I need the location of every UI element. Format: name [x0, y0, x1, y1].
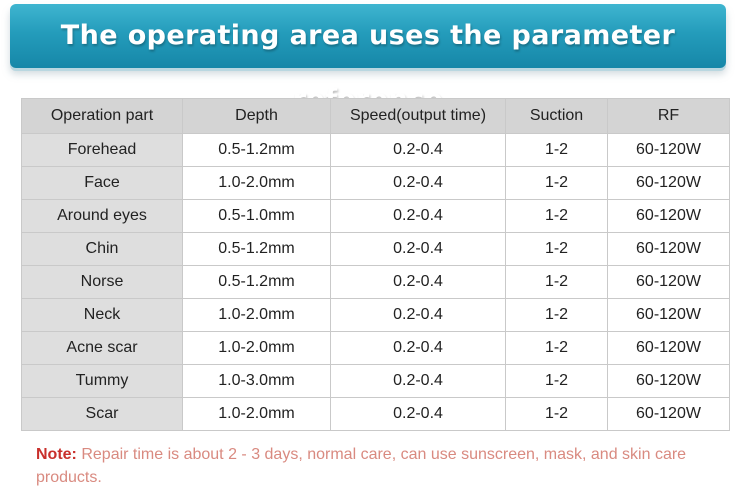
cell-operation-part: Forehead [21, 133, 183, 167]
header-row: Operation part Depth Speed(output time) … [21, 98, 730, 134]
cell-operation-part: Chin [21, 232, 183, 266]
table-row: Around eyes 0.5-1.0mm 0.2-0.4 1-2 60-120… [21, 199, 730, 233]
cell-rf: 60-120W [607, 166, 730, 200]
cell-depth: 1.0-2.0mm [182, 331, 331, 365]
cell-depth: 0.5-1.0mm [182, 199, 331, 233]
cell-rf: 60-120W [607, 265, 730, 299]
title-banner: The operating area uses the parameter re… [10, 4, 726, 115]
table-row: Acne scar 1.0-2.0mm 0.2-0.4 1-2 60-120W [21, 331, 730, 365]
cell-suction: 1-2 [505, 364, 608, 398]
table-row: Norse 0.5-1.2mm 0.2-0.4 1-2 60-120W [21, 265, 730, 299]
header-suction: Suction [505, 98, 608, 134]
cell-depth: 1.0-2.0mm [182, 397, 331, 431]
table-row: Tummy 1.0-3.0mm 0.2-0.4 1-2 60-120W [21, 364, 730, 398]
cell-speed: 0.2-0.4 [330, 364, 506, 398]
cell-speed: 0.2-0.4 [330, 199, 506, 233]
cell-suction: 1-2 [505, 199, 608, 233]
cell-depth: 0.5-1.2mm [182, 133, 331, 167]
table-body: Forehead 0.5-1.2mm 0.2-0.4 1-2 60-120W F… [21, 133, 730, 431]
cell-speed: 0.2-0.4 [330, 166, 506, 200]
cell-suction: 1-2 [505, 232, 608, 266]
table-header: Operation part Depth Speed(output time) … [21, 98, 730, 134]
parameter-table-container: Operation part Depth Speed(output time) … [21, 98, 730, 431]
table-row: Face 1.0-2.0mm 0.2-0.4 1-2 60-120W [21, 166, 730, 200]
cell-suction: 1-2 [505, 166, 608, 200]
cell-operation-part: Tummy [21, 364, 183, 398]
cell-speed: 0.2-0.4 [330, 397, 506, 431]
cell-speed: 0.2-0.4 [330, 331, 506, 365]
banner-title: The operating area uses the parameter re… [60, 20, 676, 115]
cell-operation-part: Norse [21, 265, 183, 299]
header-speed: Speed(output time) [330, 98, 506, 134]
table-row: Neck 1.0-2.0mm 0.2-0.4 1-2 60-120W [21, 298, 730, 332]
note-label: Note: [36, 446, 77, 463]
cell-rf: 60-120W [607, 397, 730, 431]
note-text: Repair time is about 2 - 3 days, normal … [36, 446, 687, 486]
cell-suction: 1-2 [505, 298, 608, 332]
cell-rf: 60-120W [607, 331, 730, 365]
cell-rf: 60-120W [607, 199, 730, 233]
cell-operation-part: Scar [21, 397, 183, 431]
cell-speed: 0.2-0.4 [330, 298, 506, 332]
parameter-table: Operation part Depth Speed(output time) … [21, 98, 730, 431]
header-operation-part: Operation part [21, 98, 183, 134]
cell-operation-part: Face [21, 166, 183, 200]
table-row: Scar 1.0-2.0mm 0.2-0.4 1-2 60-120W [21, 397, 730, 431]
note-paragraph: Note: Repair time is about 2 - 3 days, n… [36, 443, 726, 489]
cell-suction: 1-2 [505, 133, 608, 167]
table-row: Forehead 0.5-1.2mm 0.2-0.4 1-2 60-120W [21, 133, 730, 167]
cell-speed: 0.2-0.4 [330, 133, 506, 167]
cell-depth: 0.5-1.2mm [182, 265, 331, 299]
cell-operation-part: Acne scar [21, 331, 183, 365]
cell-speed: 0.2-0.4 [330, 265, 506, 299]
cell-operation-part: Around eyes [21, 199, 183, 233]
cell-operation-part: Neck [21, 298, 183, 332]
cell-depth: 0.5-1.2mm [182, 232, 331, 266]
cell-rf: 60-120W [607, 133, 730, 167]
header-rf: RF [607, 98, 730, 134]
table-row: Chin 0.5-1.2mm 0.2-0.4 1-2 60-120W [21, 232, 730, 266]
cell-depth: 1.0-3.0mm [182, 364, 331, 398]
cell-depth: 1.0-2.0mm [182, 166, 331, 200]
cell-rf: 60-120W [607, 364, 730, 398]
cell-rf: 60-120W [607, 232, 730, 266]
cell-suction: 1-2 [505, 331, 608, 365]
cell-rf: 60-120W [607, 298, 730, 332]
cell-suction: 1-2 [505, 265, 608, 299]
cell-speed: 0.2-0.4 [330, 232, 506, 266]
cell-depth: 1.0-2.0mm [182, 298, 331, 332]
header-depth: Depth [182, 98, 331, 134]
cell-suction: 1-2 [505, 397, 608, 431]
